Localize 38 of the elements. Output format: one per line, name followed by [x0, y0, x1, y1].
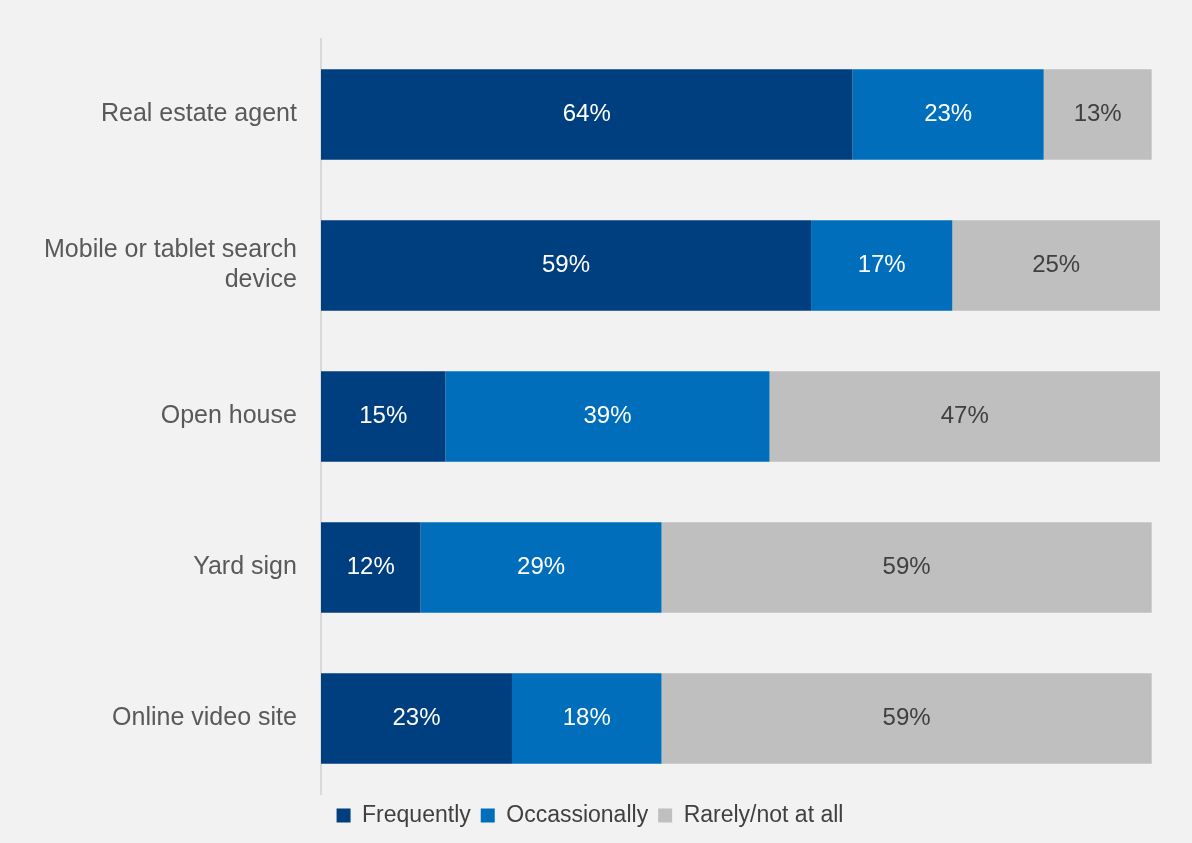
bar [769, 371, 1160, 462]
data-label: 12% [346, 552, 395, 580]
data-label: 15% [359, 401, 408, 429]
bar [661, 673, 1152, 764]
data-label: 13% [1073, 99, 1122, 127]
bar [420, 522, 662, 613]
data-label: 59% [882, 703, 931, 731]
bar [852, 69, 1044, 160]
data-label: 29% [517, 552, 566, 580]
y-tick-label: Open house [160, 400, 297, 429]
bar [320, 69, 853, 160]
y-tick-label: Online video site [112, 702, 297, 731]
data-label: 39% [583, 401, 632, 429]
bar [320, 522, 421, 613]
y-tick-label: Real estate agent [100, 98, 297, 127]
legend-label: Occassionally [506, 800, 649, 827]
data-label: 59% [541, 250, 591, 278]
data-label: 17% [857, 250, 906, 278]
data-label: 23% [392, 703, 441, 731]
data-label: 23% [924, 99, 973, 127]
bar [445, 371, 770, 462]
data-label: 59% [882, 552, 931, 580]
y-tick-label: Yard sign [193, 551, 297, 580]
bar [661, 522, 1152, 613]
bar [320, 371, 446, 462]
legend-label: Frequently [362, 800, 472, 827]
bar [811, 220, 953, 311]
bar [320, 673, 512, 764]
bar [952, 220, 1160, 311]
y-tick-label: Mobile or tablet search device [44, 234, 297, 293]
bar [320, 220, 812, 311]
data-label: 64% [562, 99, 611, 127]
data-label: 47% [940, 401, 989, 429]
data-label: 18% [562, 703, 611, 731]
bar [1043, 69, 1152, 160]
bar [511, 673, 662, 764]
data-label: 25% [1032, 250, 1081, 278]
legend-label: Rarely/not at all [683, 800, 844, 827]
